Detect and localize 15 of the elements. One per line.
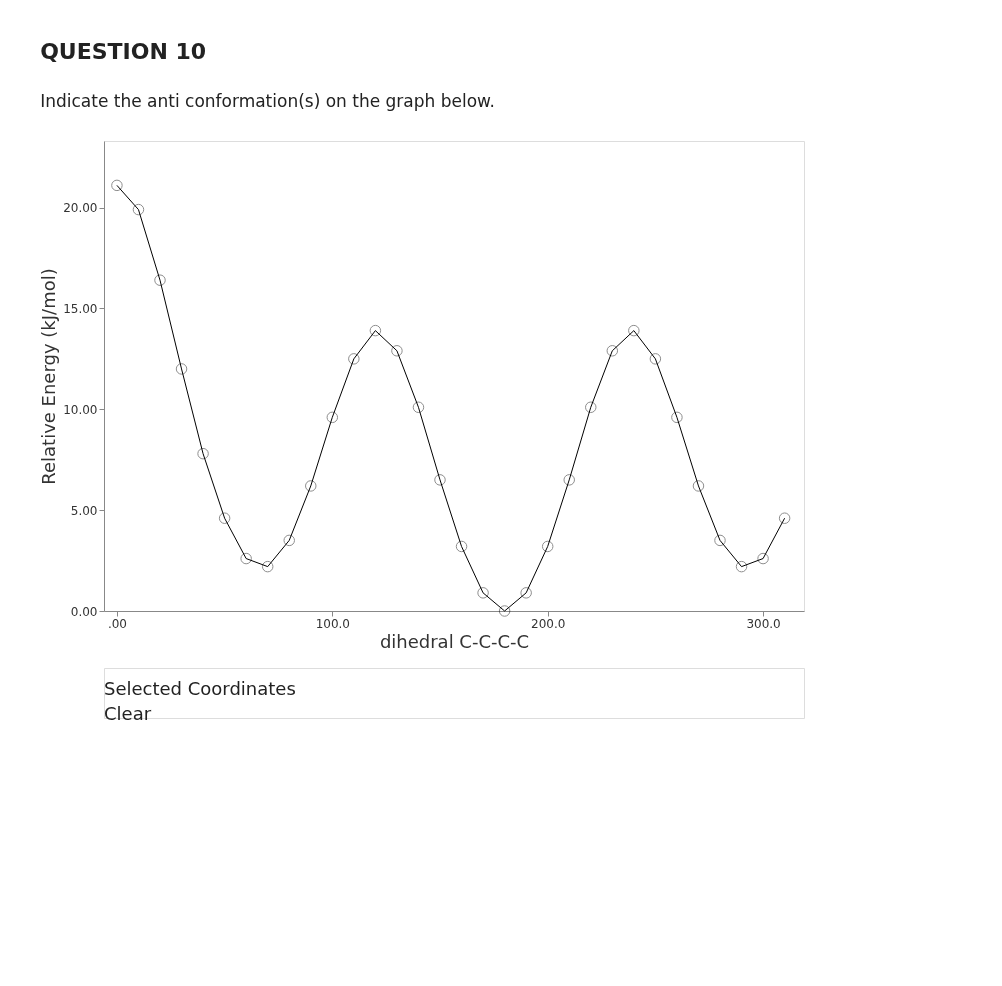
chart-subtitle: Indicate the anti conformation(s) on the graph below.: [40, 90, 495, 111]
y-tick-label: 15.00: [63, 301, 98, 316]
y-tick-label: 0.00: [70, 604, 98, 619]
y-tick-label: 5.00: [70, 503, 98, 518]
x-tick-label: 200.0: [531, 616, 566, 631]
text: Clear: [104, 702, 152, 724]
y-axis-title: Relative Energy (kJ/mol): [38, 268, 60, 485]
chart-title: QUESTION 10: [40, 38, 207, 64]
x-tick-label: 100.0: [315, 616, 350, 631]
text: Selected Coordinates: [104, 677, 296, 699]
y-tick-label: 20.00: [63, 201, 98, 216]
x-axis-title: dihedral C-C-C-C: [379, 630, 530, 652]
x-tick-label: .00: [107, 616, 127, 631]
x-tick-label: 300.0: [746, 616, 781, 631]
y-tick-label: 10.00: [63, 402, 98, 417]
